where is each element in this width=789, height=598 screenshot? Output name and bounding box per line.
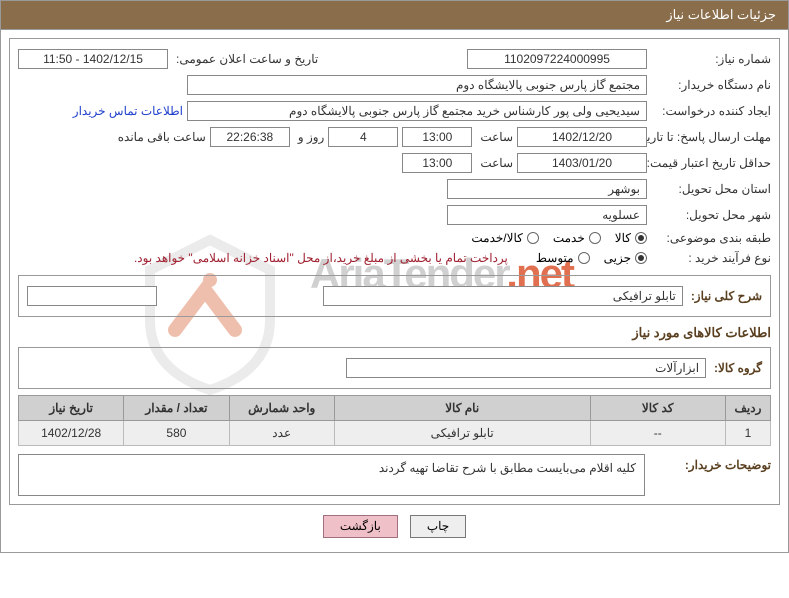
panel-title: جزئیات اطلاعات نیاز [666, 7, 776, 22]
outer-panel: شماره نیاز: 1102097224000995 تاریخ و ساع… [0, 30, 789, 553]
radio-dot-icon [635, 252, 647, 264]
city-label: شهر محل تحویل: [651, 208, 771, 222]
summary-panel: شرح کلی نیاز: تابلو ترافیکی [18, 275, 771, 317]
th-unit: واحد شمارش [229, 396, 334, 421]
buyer-desc-row: توضیحات خریدار: کلیه اقلام می‌بایست مطاب… [18, 454, 771, 496]
purchase-type-radio-group: جزیی متوسط [536, 251, 647, 265]
summary-field: تابلو ترافیکی [323, 286, 683, 306]
radio-dot-icon [578, 252, 590, 264]
th-code: کد کالا [590, 396, 725, 421]
resp-time-field: 13:00 [402, 127, 472, 147]
radio-service[interactable]: خدمت [553, 231, 601, 245]
cell-code: -- [590, 421, 725, 446]
validity-date-field: 1403/01/20 [517, 153, 647, 173]
radio-medium[interactable]: متوسط [536, 251, 590, 265]
table-header-row: ردیف کد کالا نام کالا واحد شمارش تعداد /… [19, 396, 771, 421]
need-no-label: شماره نیاز: [651, 52, 771, 66]
radio-dot-icon [527, 232, 539, 244]
buyer-contact-link[interactable]: اطلاعات تماس خریدار [73, 104, 183, 118]
validity-time-label: ساعت [476, 156, 513, 170]
buyer-org-label: نام دستگاه خریدار: [651, 78, 771, 92]
cell-name: تابلو ترافیکی [334, 421, 590, 446]
validity-time-field: 13:00 [402, 153, 472, 173]
cell-unit: عدد [229, 421, 334, 446]
cell-qty: 580 [124, 421, 229, 446]
radio-dot-icon [589, 232, 601, 244]
buyer-desc-label: توضیحات خریدار: [651, 454, 771, 472]
goods-table: ردیف کد کالا نام کالا واحد شمارش تعداد /… [18, 395, 771, 446]
radio-dot-icon [635, 232, 647, 244]
countdown-field: 22:26:38 [210, 127, 290, 147]
footer-buttons: چاپ بازگشت [9, 505, 780, 544]
remaining-label: ساعت باقی مانده [114, 130, 206, 144]
th-need-date: تاریخ نیاز [19, 396, 124, 421]
summary-label: شرح کلی نیاز: [687, 289, 762, 303]
th-name: نام کالا [334, 396, 590, 421]
print-button[interactable]: چاپ [410, 515, 466, 538]
announce-field: 1402/12/15 - 11:50 [18, 49, 168, 69]
radio-goods[interactable]: کالا [615, 231, 647, 245]
payment-note: پرداخت تمام یا بخشی از مبلغ خرید،از محل … [134, 251, 508, 265]
radio-minor[interactable]: جزیی [604, 251, 647, 265]
radio-goods-service[interactable]: کالا/خدمت [471, 231, 538, 245]
purchase-type-label: نوع فرآیند خرید : [651, 251, 771, 265]
th-row-no: ردیف [725, 396, 770, 421]
panel-header: جزئیات اطلاعات نیاز [0, 0, 789, 30]
back-button[interactable]: بازگشت [323, 515, 398, 538]
details-panel: شماره نیاز: 1102097224000995 تاریخ و ساع… [9, 38, 780, 505]
city-field: عسلویه [447, 205, 647, 225]
validity-label: حداقل تاریخ اعتبار قیمت: تا تاریخ: [651, 156, 771, 170]
th-qty: تعداد / مقدار [124, 396, 229, 421]
days-and-label: روز و [294, 130, 325, 144]
goods-group-field: ابزارآلات [346, 358, 706, 378]
goods-group-panel: گروه کالا: ابزارآلات [18, 347, 771, 389]
category-label: طبقه بندی موضوعی: [651, 231, 771, 245]
cell-need-date: 1402/12/28 [19, 421, 124, 446]
goods-group-label: گروه کالا: [710, 361, 762, 375]
category-radio-group: کالا خدمت کالا/خدمت [471, 231, 647, 245]
requester-field: سیدیحیی ولی پور کارشناس خرید مجتمع گاز پ… [187, 101, 647, 121]
buyer-desc-box: کلیه اقلام می‌بایست مطابق با شرح تقاضا ت… [18, 454, 645, 496]
announce-label: تاریخ و ساعت اعلان عمومی: [172, 52, 318, 66]
province-field: بوشهر [447, 179, 647, 199]
resp-date-field: 1402/12/20 [517, 127, 647, 147]
resp-time-label: ساعت [476, 130, 513, 144]
goods-info-title: اطلاعات کالاهای مورد نیاز [18, 325, 771, 341]
table-row: 1 -- تابلو ترافیکی عدد 580 1402/12/28 [19, 421, 771, 446]
cell-row-no: 1 [725, 421, 770, 446]
province-label: استان محل تحویل: [651, 182, 771, 196]
need-no-field: 1102097224000995 [467, 49, 647, 69]
resp-deadline-label: مهلت ارسال پاسخ: تا تاریخ: [651, 130, 771, 144]
buyer-org-field: مجتمع گاز پارس جنوبی پالایشگاه دوم [187, 75, 647, 95]
days-count-field: 4 [328, 127, 398, 147]
summary-extra-field [27, 286, 157, 306]
requester-label: ایجاد کننده درخواست: [651, 104, 771, 118]
